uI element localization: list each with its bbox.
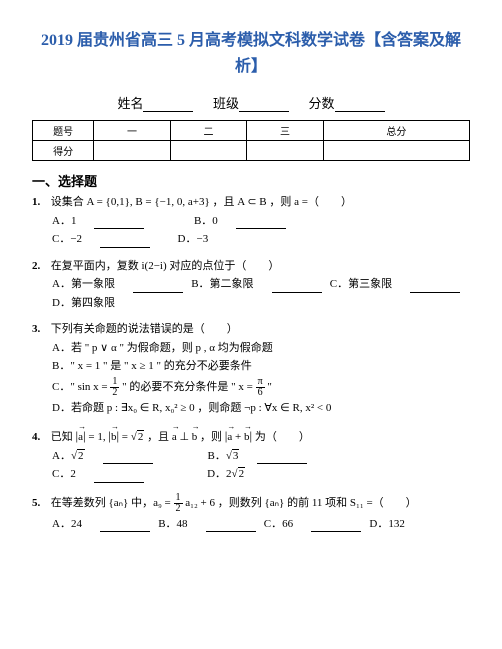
- text: 在等差数列 {aₙ} 中，a₉ =: [51, 497, 174, 509]
- text: 为（ ）: [252, 431, 310, 443]
- fraction: π6: [256, 377, 265, 398]
- question-2: 2. 在复平面内，复数 i(2−i) 对应的点位于（ ） A．第一象限 B．第二…: [32, 258, 470, 312]
- q-num: 2.: [32, 258, 48, 275]
- q-text: 在等差数列 {aₙ} 中，a₉ = 12 a₁₂ + 6 ，则数列 {aₙ} 的…: [51, 497, 417, 509]
- text: ，则: [197, 431, 225, 443]
- cell: [247, 141, 324, 161]
- blank: [206, 522, 256, 532]
- option-b: B．0: [194, 213, 218, 230]
- class-label: 班级: [213, 96, 239, 111]
- text: =: [119, 431, 131, 443]
- vector-a: a: [227, 429, 232, 446]
- class-blank: [239, 98, 289, 112]
- cell: 得分: [33, 141, 94, 161]
- blank: [410, 283, 460, 293]
- option-b: B．" x = 1 " 是 " x ≥ 1 " 的充分不必要条件: [52, 358, 252, 375]
- question-4: 4. 已知 |a| = 1, |b| = 2 ，且 a ⊥ b ，则 |a + …: [32, 426, 470, 483]
- score-table: 题号 一 二 三 总分 得分: [32, 120, 470, 161]
- sqrt: 2: [232, 466, 246, 483]
- sqrt: 3: [226, 448, 240, 465]
- blank: [94, 473, 144, 483]
- q-num: 3.: [32, 321, 48, 338]
- cell: 三: [247, 121, 324, 141]
- option-d: D．第四象限: [52, 295, 115, 312]
- blank: [94, 219, 144, 229]
- text: a₁₂ + 6 ，则数列 {aₙ} 的前 11 项和 S₁₁ =（ ）: [183, 497, 417, 509]
- cell: 一: [94, 121, 171, 141]
- sqrt: 2: [71, 448, 85, 465]
- fraction: 12: [174, 493, 183, 514]
- blank: [103, 454, 153, 464]
- cell: 题号: [33, 121, 94, 141]
- q-num: 4.: [32, 429, 48, 446]
- text: ，且: [144, 431, 172, 443]
- exam-title: 2019 届贵州省高三 5 月高考模拟文科数学试卷【含答案及解析】: [32, 28, 470, 79]
- option-d: D．132: [369, 516, 404, 533]
- vector-b: b: [192, 429, 198, 446]
- option-c: C．第三象限: [330, 276, 392, 293]
- option-b: B．48: [158, 516, 187, 533]
- option-c: C．−2: [52, 231, 82, 248]
- student-info: 姓名 班级 分数: [32, 93, 470, 112]
- text: = 1,: [86, 431, 109, 443]
- text: " 的必要不充分条件是 " x =: [119, 381, 255, 393]
- name-blank: [143, 98, 193, 112]
- text: B．: [208, 450, 226, 462]
- text: ": [265, 381, 272, 393]
- name-label: 姓名: [117, 96, 143, 111]
- q-num: 1.: [32, 194, 48, 211]
- q-text: 在复平面内，复数 i(2−i) 对应的点位于（ ）: [51, 260, 280, 272]
- blank: [272, 283, 322, 293]
- section-heading: 一、选择题: [32, 171, 470, 190]
- vector-a: a: [78, 429, 83, 446]
- text: C．" sin x =: [52, 381, 110, 393]
- option-c: C．66: [264, 516, 293, 533]
- option-d: D．−3: [178, 231, 209, 248]
- blank: [100, 238, 150, 248]
- table-row: 题号 一 二 三 总分: [33, 121, 470, 141]
- cell: 总分: [323, 121, 469, 141]
- cell: [170, 141, 247, 161]
- option-a: A．2: [52, 448, 85, 465]
- question-3: 3. 下列有关命题的说法错误的是（ ） A．若 " p ∨ α " 为假命题，则…: [32, 321, 470, 416]
- blank: [311, 522, 361, 532]
- blank: [100, 522, 150, 532]
- sqrt: 2: [131, 429, 145, 446]
- vector-a: a: [172, 429, 177, 446]
- cell: [323, 141, 469, 161]
- text: 已知: [51, 431, 76, 443]
- option-a: A．1: [52, 213, 76, 230]
- blank: [133, 283, 183, 293]
- text: D．2: [207, 468, 231, 480]
- option-b: B．3: [208, 448, 240, 465]
- q-text: 已知 |a| = 1, |b| = 2 ，且 a ⊥ b ，则 |a + b| …: [51, 431, 310, 443]
- vector-b: b: [111, 429, 117, 446]
- score-label: 分数: [309, 96, 335, 111]
- text: A．: [52, 450, 71, 462]
- blank: [236, 219, 286, 229]
- q-text: 下列有关命题的说法错误的是（ ）: [51, 323, 238, 335]
- option-d: D．若命题 p : ∃x₀ ∈ R, x₀² ≥ 0 ，则命题 ¬p : ∀x …: [52, 400, 331, 417]
- q-text: 设集合 A = {0,1}, B = {−1, 0, a+3} ，且 A ⊂ B…: [51, 196, 352, 208]
- option-a: A．第一象限: [52, 276, 115, 293]
- blank: [257, 454, 307, 464]
- option-c: C．2: [52, 466, 76, 483]
- option-a: A．24: [52, 516, 82, 533]
- score-blank: [335, 98, 385, 112]
- vector-b: b: [244, 429, 250, 446]
- question-1: 1. 设集合 A = {0,1}, B = {−1, 0, a+3} ，且 A …: [32, 194, 470, 248]
- cell: 二: [170, 121, 247, 141]
- option-b: B．第二象限: [191, 276, 253, 293]
- option-c: C．" sin x = 12 " 的必要不充分条件是 " x = π6 ": [52, 377, 272, 398]
- table-row: 得分: [33, 141, 470, 161]
- question-5: 5. 在等差数列 {aₙ} 中，a₉ = 12 a₁₂ + 6 ，则数列 {aₙ…: [32, 493, 470, 533]
- cell: [94, 141, 171, 161]
- q-num: 5.: [32, 495, 48, 512]
- option-d: D．22: [207, 466, 245, 483]
- option-a: A．若 " p ∨ α " 为假命题，则 p , α 均为假命题: [52, 340, 273, 357]
